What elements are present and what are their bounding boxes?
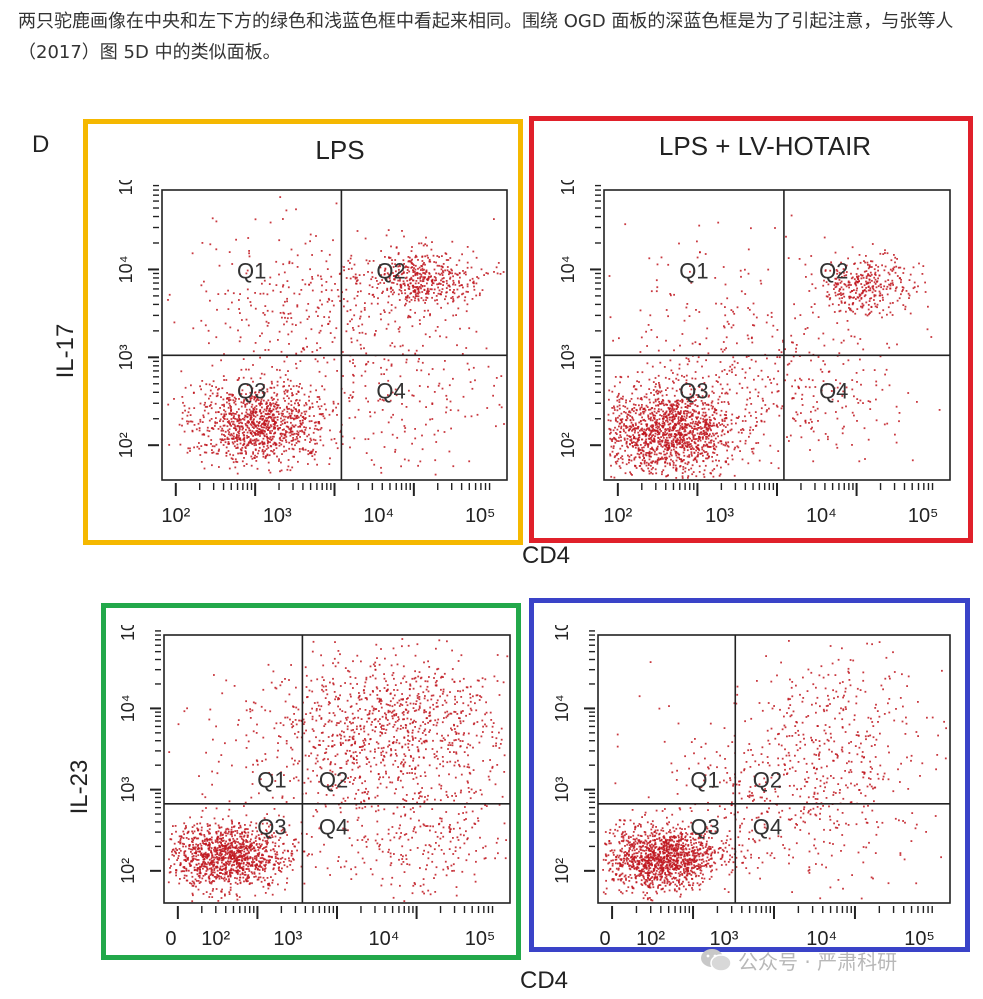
plot-border	[597, 634, 951, 904]
frame-il23-right	[529, 598, 970, 952]
dot-plot-il23-right: Q1 Q2 Q3 Q4 0 10² 10³ 10⁴ 10⁵ 10² 10³ 10⁴ 10⁵	[552, 625, 951, 947]
y-axis-ticks	[150, 630, 161, 872]
y-tick-label: 10³	[552, 777, 572, 803]
quadrant-label-q3: Q3	[237, 379, 266, 404]
dot-plot-lps: Q1 Q2 Q3 Q4 10² 10³ 10⁴ 10⁵ 10² 10³ 10⁴ 10⁵	[116, 180, 508, 527]
x-tick-label: 10³	[263, 505, 292, 527]
x-axis-ticks	[611, 906, 933, 919]
x-tick-label: 10²	[161, 505, 190, 527]
x-tick-label: 0	[165, 928, 176, 950]
quadrant-label-q2: Q2	[753, 768, 782, 793]
y-tick-label: 10²	[118, 858, 138, 884]
y-tick-label: 10⁴	[558, 256, 578, 284]
x-axis-ticks	[174, 483, 491, 496]
y-tick-label: 10⁴	[116, 256, 136, 284]
quadrant-label-q2: Q2	[819, 258, 848, 283]
quadrant-label-q2: Q2	[319, 768, 348, 793]
dot-cloud	[167, 196, 505, 476]
frame-lps	[83, 119, 523, 545]
plot-border	[163, 634, 511, 904]
y-tick-label: 10²	[552, 858, 572, 884]
y-axis-ticks	[148, 184, 159, 447]
y-tick-label: 10⁴	[552, 695, 572, 723]
quadrant-label-q1: Q1	[257, 768, 286, 793]
plot-border	[603, 189, 951, 481]
x-tick-label: 10⁴	[368, 928, 399, 950]
dot-plot-lps-hotair: Q1 Q2 Q3 Q4 10² 10³ 10⁴ 10⁵ 10² 10³ 10⁴ 10⁵	[558, 180, 951, 527]
y-tick-label: 10³	[116, 344, 136, 370]
dot-plot-il23-left: Q1 Q2 Q3 Q4 0 10² 10³ 10⁴ 10⁵ 10² 10³ 10⁴ 10⁵	[118, 625, 511, 950]
x-tick-label: 10³	[709, 928, 738, 947]
panel-letter: D	[32, 131, 50, 158]
y-tick-label: 10⁵	[118, 625, 138, 641]
x-tick-label: 10²	[636, 928, 665, 947]
x-tick-label: 10⁴	[363, 505, 394, 527]
y-tick-label: 10⁵	[552, 625, 572, 641]
watermark-text: 公众号 · 严肃科研	[738, 950, 898, 974]
quadrant-label-q3: Q3	[257, 814, 286, 839]
y-axis-ticks	[590, 184, 601, 447]
axis-label-cd4-bottom: CD4	[520, 967, 569, 994]
axis-label-il23: IL-23	[66, 759, 93, 815]
flow-cytometry-figure: D LPS LPS + LV-HOTAIR IL-17 IL-23 CD4 CD…	[0, 105, 983, 999]
x-tick-label: 10⁵	[465, 928, 496, 950]
quadrant-label-q1: Q1	[690, 768, 719, 793]
x-tick-label: 10⁴	[806, 928, 837, 947]
quadrant-label-q4: Q4	[819, 379, 848, 404]
x-tick-label: 10⁵	[465, 505, 496, 527]
x-tick-label: 10⁴	[806, 505, 837, 527]
quadrant-label-q1: Q1	[237, 258, 266, 283]
caption-text: 两只驼鹿画像在中央和左下方的绿色和浅蓝色框中看起来相同。围绕 OGD 面板的深蓝…	[18, 11, 954, 63]
x-tick-label: 10²	[603, 505, 632, 527]
x-tick-label: 10³	[273, 928, 302, 950]
quadrant-label-q4: Q4	[753, 814, 782, 839]
x-tick-label: 10⁵	[908, 505, 939, 527]
quadrant-label-q3: Q3	[679, 379, 708, 404]
dot-cloud	[167, 638, 509, 903]
axis-label-il17: IL-17	[52, 323, 79, 379]
dot-cloud	[607, 214, 941, 479]
title-lps-hotair: LPS + LV-HOTAIR	[658, 131, 872, 161]
y-tick-label: 10³	[558, 344, 578, 370]
x-tick-label: 10²	[201, 928, 230, 950]
x-axis-ticks	[616, 483, 934, 496]
quadrant-label-q1: Q1	[679, 258, 708, 283]
y-axis-ticks	[584, 630, 595, 872]
title-lps: LPS	[315, 135, 365, 165]
axis-label-cd4-top: CD4	[522, 542, 571, 569]
x-tick-label: 0	[599, 928, 610, 947]
plot-border	[161, 189, 508, 481]
x-tick-label: 10³	[705, 505, 734, 527]
x-tick-label: 10⁵	[904, 928, 935, 947]
frame-lps-hotair	[529, 116, 973, 543]
y-tick-label: 10³	[118, 777, 138, 803]
dot-cloud	[602, 640, 947, 902]
y-tick-label: 10²	[116, 432, 136, 458]
y-tick-label: 10⁵	[558, 180, 578, 195]
y-tick-label: 10⁴	[118, 695, 138, 723]
y-tick-label: 10⁵	[116, 180, 136, 195]
quadrant-label-q2: Q2	[376, 258, 405, 283]
quadrant-label-q4: Q4	[376, 379, 405, 404]
quadrant-label-q4: Q4	[319, 814, 348, 839]
x-axis-ticks	[176, 906, 494, 919]
frame-il23-left	[101, 603, 521, 960]
wechat-icon	[701, 949, 732, 972]
quadrant-label-q3: Q3	[690, 814, 719, 839]
y-tick-label: 10²	[558, 432, 578, 458]
